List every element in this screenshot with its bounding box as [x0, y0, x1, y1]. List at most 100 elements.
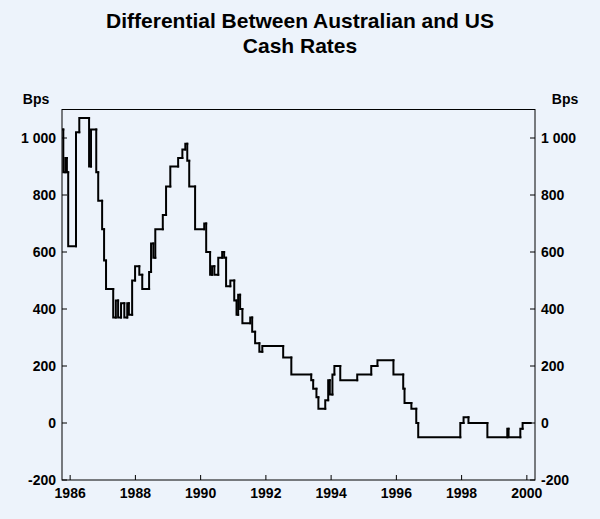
x-tick-label: 2000 [511, 485, 542, 501]
line-segment [76, 132, 79, 246]
line-segment [189, 161, 195, 187]
x-tick [331, 475, 332, 480]
line-segment [291, 357, 311, 374]
line-segment [487, 423, 507, 437]
y-tick-label: 1 000 [21, 130, 56, 146]
y2-tick-label: -200 [541, 472, 569, 488]
line-segment [332, 375, 334, 395]
line-segment [283, 346, 291, 357]
line-segment [79, 118, 89, 132]
line-segment [340, 366, 357, 380]
x-tick [526, 475, 527, 480]
y2-tick-label: 1 000 [541, 130, 576, 146]
line-segment [418, 423, 460, 437]
y-tick [62, 309, 67, 310]
x-tick-label: 1996 [381, 485, 412, 501]
y-tick-label: 800 [33, 187, 57, 203]
line-segment [218, 258, 222, 275]
y-tick-label: -200 [28, 472, 56, 488]
line-segment [316, 389, 318, 398]
line-segment [520, 429, 522, 438]
line-segment [318, 397, 325, 408]
line-segment [67, 158, 68, 172]
x-tick [461, 475, 462, 480]
x-tick-label: 1986 [55, 485, 86, 501]
line-segment [523, 423, 531, 429]
x-tick-label: 1994 [316, 485, 347, 501]
line-segment [98, 172, 102, 201]
y2-tick [530, 252, 535, 253]
title: Differential Between Australian and USCa… [106, 9, 494, 57]
line-segment [240, 295, 242, 309]
x-tick-label: 1992 [250, 485, 281, 501]
x-tick [200, 475, 201, 480]
line-segment [234, 281, 236, 301]
line-segment [509, 429, 521, 438]
y2-label: Bps [552, 91, 579, 107]
x-tick [135, 475, 136, 480]
line-segment [68, 172, 76, 246]
line-segment [325, 400, 328, 409]
y-tick [62, 480, 67, 481]
line-segment [166, 186, 170, 215]
y2-tick [530, 195, 535, 196]
line-segment [468, 417, 487, 423]
line-segment [163, 215, 166, 229]
y2-tick [530, 309, 535, 310]
title-line: Cash Rates [243, 34, 357, 57]
line-segment [405, 389, 412, 403]
y-tick [62, 195, 67, 196]
y2-tick-label: 0 [541, 415, 549, 431]
y-tick-label: 400 [33, 301, 57, 317]
line-segment [255, 332, 259, 343]
y2-tick-label: 600 [541, 244, 565, 260]
background [0, 0, 600, 519]
line-segment [139, 266, 142, 275]
y-tick-label: 600 [33, 244, 57, 260]
line-segment [182, 149, 185, 158]
line-segment [377, 360, 393, 366]
x-tick-label: 1998 [446, 485, 477, 501]
line-segment [142, 275, 149, 289]
line-segment [96, 129, 98, 172]
line-segment [149, 272, 151, 289]
y-tick [62, 366, 67, 367]
y-tick [62, 252, 67, 253]
y-label: Bps [23, 91, 50, 107]
line-segment [262, 346, 283, 352]
plot-frame [62, 110, 535, 481]
line-segment [371, 366, 377, 375]
line-segment [102, 201, 104, 230]
line-segment [155, 229, 163, 258]
series-group [62, 118, 530, 437]
line-segment [313, 380, 316, 389]
line-segment [416, 409, 418, 423]
chart: Differential Between Australian and USCa… [0, 0, 600, 519]
y-tick [62, 423, 67, 424]
line-segment [393, 360, 403, 374]
line-segment [187, 144, 189, 161]
y2-tick [530, 480, 535, 481]
y-tick-label: 200 [33, 358, 57, 374]
title-line: Differential Between Australian and US [106, 9, 494, 32]
x-tick [70, 475, 71, 480]
line-segment [195, 186, 204, 229]
line-segment [104, 229, 106, 260]
line-segment [206, 224, 210, 253]
line-segment [252, 318, 255, 332]
line-segment [242, 309, 250, 323]
y2-tick-label: 800 [541, 187, 565, 203]
line-segment [106, 261, 113, 290]
x-tick-label: 1990 [185, 485, 216, 501]
x-tick [396, 475, 397, 480]
line-segment [170, 167, 178, 187]
line-segment [178, 158, 182, 167]
line-segment [132, 281, 135, 315]
x-tick-label: 1988 [120, 485, 151, 501]
line-segment [403, 375, 404, 389]
line-segment [460, 423, 463, 437]
x-tick [265, 475, 266, 480]
y-tick-label: 0 [48, 415, 56, 431]
y2-tick [530, 423, 535, 424]
line-segment [357, 375, 371, 381]
